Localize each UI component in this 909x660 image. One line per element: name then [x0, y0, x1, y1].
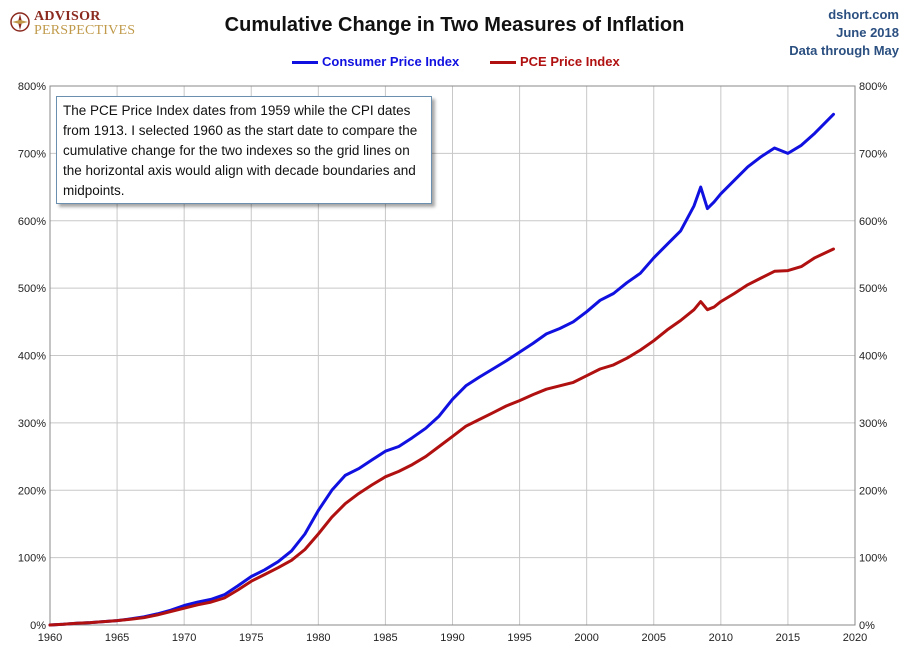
compass-icon	[10, 12, 30, 32]
y-tick-label-right: 500%	[859, 283, 887, 295]
logo-text-perspectives: PERSPECTIVES	[34, 23, 136, 38]
source-data-through: Data through May	[789, 43, 899, 58]
chart-legend: Consumer Price Index PCE Price Index	[0, 54, 909, 72]
x-tick-label: 1975	[239, 632, 263, 644]
y-tick-label-left: 500%	[18, 283, 46, 295]
y-tick-label-left: 600%	[18, 216, 46, 228]
legend-swatch-cpi	[292, 61, 318, 65]
source-site: dshort.com	[828, 7, 899, 22]
legend-item-cpi: Consumer Price Index	[292, 54, 459, 69]
y-tick-label-left: 100%	[18, 553, 46, 565]
y-tick-label-right: 400%	[859, 351, 887, 363]
y-tick-label-right: 700%	[859, 148, 887, 160]
legend-label-cpi: Consumer Price Index	[322, 54, 460, 69]
x-tick-label: 2020	[843, 632, 867, 644]
y-tick-label-right: 800%	[859, 81, 887, 93]
annotation-box: The PCE Price Index dates from 1959 whil…	[56, 96, 432, 204]
legend-item-pce: PCE Price Index	[490, 54, 620, 69]
plot-area-border	[49, 85, 856, 626]
x-tick-label: 1970	[172, 632, 196, 644]
y-tick-label-left: 0%	[30, 620, 46, 632]
y-tick-label-left: 700%	[18, 148, 46, 160]
x-tick-label: 1980	[306, 632, 330, 644]
y-tick-label-left: 300%	[18, 418, 46, 430]
source-block: dshort.com June 2018 Data through May	[789, 6, 899, 60]
chart-title: Cumulative Change in Two Measures of Inf…	[224, 14, 685, 36]
x-tick-label: 2005	[642, 632, 666, 644]
y-tick-label-right: 200%	[859, 485, 887, 497]
y-tick-label-left: 400%	[18, 351, 46, 363]
y-tick-label-right: 300%	[859, 418, 887, 430]
x-tick-label: 2010	[709, 632, 733, 644]
x-tick-label: 2000	[574, 632, 598, 644]
series-line-cpi	[48, 112, 835, 627]
x-tick-label: 1995	[507, 632, 531, 644]
x-tick-label: 1990	[440, 632, 464, 644]
x-tick-label: 2015	[776, 632, 800, 644]
advisor-perspectives-logo: ADVISOR PERSPECTIVES	[10, 8, 160, 42]
y-tick-label-right: 0%	[859, 620, 875, 632]
x-tick-label: 1965	[105, 632, 129, 644]
logo-text-advisor: ADVISOR	[34, 9, 101, 24]
y-tick-label-right: 600%	[859, 216, 887, 228]
series-line-pce	[48, 247, 835, 627]
y-tick-label-left: 200%	[18, 485, 46, 497]
legend-swatch-pce	[490, 61, 516, 65]
x-tick-label: 1960	[38, 632, 62, 644]
y-tick-label-right: 100%	[859, 553, 887, 565]
source-date: June 2018	[836, 25, 899, 40]
legend-label-pce: PCE Price Index	[520, 54, 620, 69]
x-tick-label: 1985	[373, 632, 397, 644]
y-tick-label-left: 800%	[18, 81, 46, 93]
